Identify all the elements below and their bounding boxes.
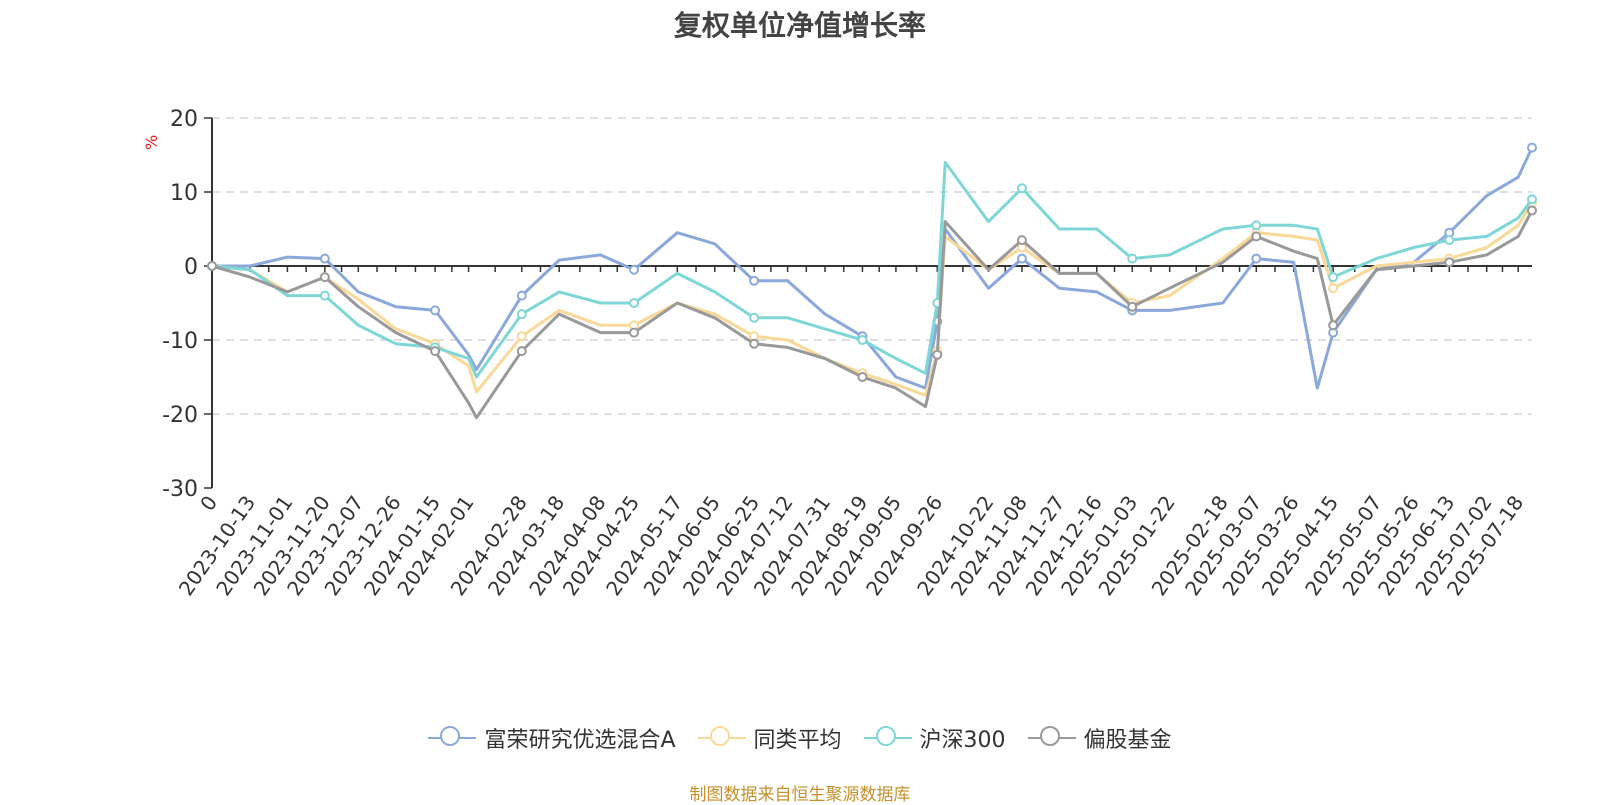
- legend-marker-icon: [697, 724, 746, 752]
- data-point: [1444, 257, 1455, 268]
- y-tick-label: -30: [162, 477, 198, 502]
- data-point: [1328, 320, 1339, 331]
- data-point: [319, 253, 330, 264]
- data-point: [749, 312, 760, 323]
- series-line-1: [212, 146, 1534, 390]
- series-line-3: [211, 160, 1534, 379]
- data-point: [1251, 231, 1262, 242]
- y-tick-label: -20: [162, 403, 198, 428]
- data-point: [430, 346, 441, 357]
- data-point: [1016, 183, 1027, 194]
- data-point: [1127, 301, 1138, 312]
- data-point: [857, 335, 868, 345]
- data-point: [319, 272, 330, 283]
- data-point: [857, 372, 868, 382]
- y-tick-label: 0: [184, 255, 198, 280]
- data-point: [207, 261, 217, 271]
- series-line-4: [211, 209, 1534, 420]
- data-point: [932, 349, 943, 360]
- legend: 富荣研究优选混合A 同类平均 沪深300 偏股基金: [0, 722, 1600, 754]
- data-point: [1127, 253, 1138, 264]
- data-point: [516, 309, 527, 320]
- y-tick-label: 20: [170, 107, 198, 132]
- legend-item-3[interactable]: 沪深300: [863, 722, 1006, 754]
- data-point: [1444, 235, 1455, 246]
- legend-label: 同类平均: [753, 728, 842, 753]
- data-point: [1251, 253, 1262, 264]
- plot-area: 20100-10-20-3002023-10-132023-11-012023-…: [162, 107, 1537, 600]
- legend-item-2[interactable]: 同类平均: [697, 722, 842, 754]
- data-point: [1251, 220, 1262, 231]
- data-point: [1328, 283, 1339, 294]
- data-point: [1016, 235, 1027, 246]
- data-point: [749, 275, 760, 286]
- data-point: [1527, 142, 1537, 153]
- data-point: [749, 338, 760, 349]
- x-tick-label: 0: [195, 491, 222, 515]
- data-point: [629, 327, 640, 338]
- legend-item-1[interactable]: 富荣研究优选混合A: [428, 722, 676, 754]
- data-point: [516, 346, 527, 357]
- legend-item-4[interactable]: 偏股基金: [1027, 722, 1172, 754]
- legend-marker-icon: [428, 724, 477, 752]
- legend-label: 富荣研究优选混合A: [484, 728, 676, 753]
- data-point: [1527, 205, 1537, 216]
- legend-marker-icon: [863, 724, 912, 752]
- legend-label: 沪深300: [919, 728, 1006, 753]
- data-point: [1527, 194, 1537, 205]
- data-point: [516, 290, 527, 301]
- y-tick-label: -10: [162, 329, 198, 354]
- source-note: 制图数据来自恒生聚源数据库: [689, 785, 911, 805]
- data-point: [629, 264, 640, 275]
- data-point: [430, 305, 441, 316]
- data-point: [516, 331, 527, 342]
- legend-marker-icon: [1027, 724, 1076, 752]
- chart-title: 复权单位净值增长率: [673, 9, 926, 42]
- data-point: [319, 290, 330, 301]
- data-point: [629, 298, 640, 308]
- legend-label: 偏股基金: [1083, 728, 1172, 753]
- y-tick-label: 10: [170, 181, 198, 206]
- data-point: [1328, 272, 1339, 283]
- data-point: [1016, 253, 1027, 264]
- series-line-2: [211, 202, 1534, 397]
